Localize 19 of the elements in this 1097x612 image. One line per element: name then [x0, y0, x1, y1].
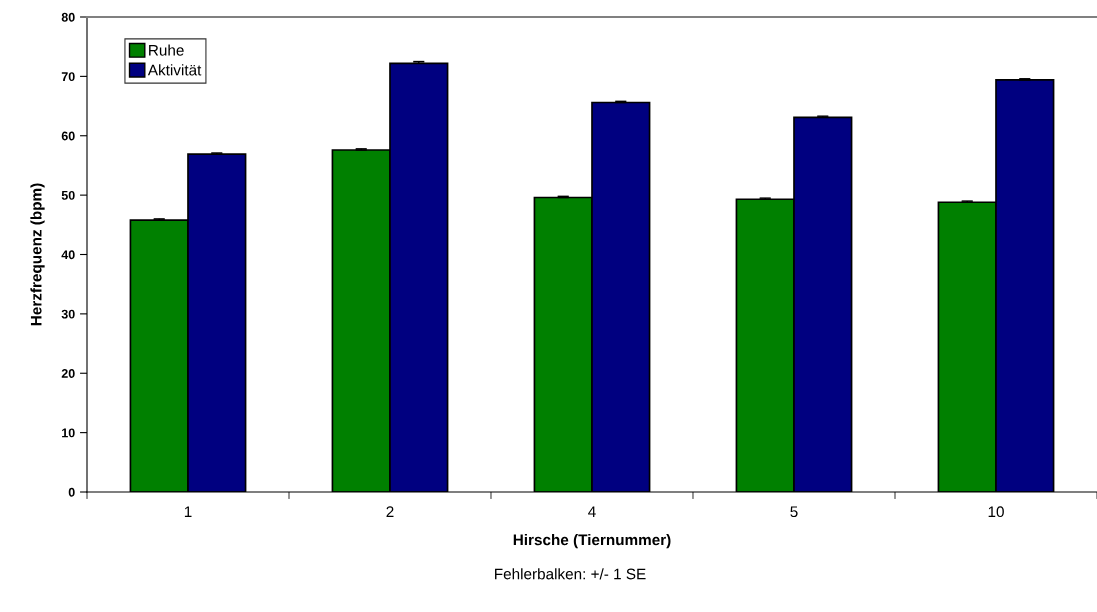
x-tick-label: 4 [588, 506, 596, 517]
text: Fehlerbalken: +/- 1 SE [495, 568, 646, 580]
y-tick-label: 0 [68, 487, 75, 497]
y-tick-label: 50 [61, 190, 75, 200]
x-tick-label: 10 [988, 506, 1004, 518]
legend-label: Ruhe [149, 44, 184, 56]
y-tick-label: 70 [61, 72, 75, 82]
y-tick-label: 10 [62, 428, 75, 438]
y-tick-label: 40 [61, 250, 75, 260]
y-axis-title: Herzfrequenz (bpm) [30, 183, 45, 326]
y-tick-label: 20 [61, 369, 75, 378]
y-tick-label: 30 [61, 309, 75, 319]
legend-label: Aktivität [147, 64, 202, 76]
x-tick-label: 1 [184, 506, 192, 517]
x-tick-label: 5 [790, 506, 798, 518]
x-axis-title: Hirsche (Tiernummer) [513, 534, 671, 549]
y-tick-label: 80 [61, 12, 75, 22]
y-tick-label: 60 [61, 131, 75, 141]
x-tick-label: 2 [386, 506, 394, 517]
